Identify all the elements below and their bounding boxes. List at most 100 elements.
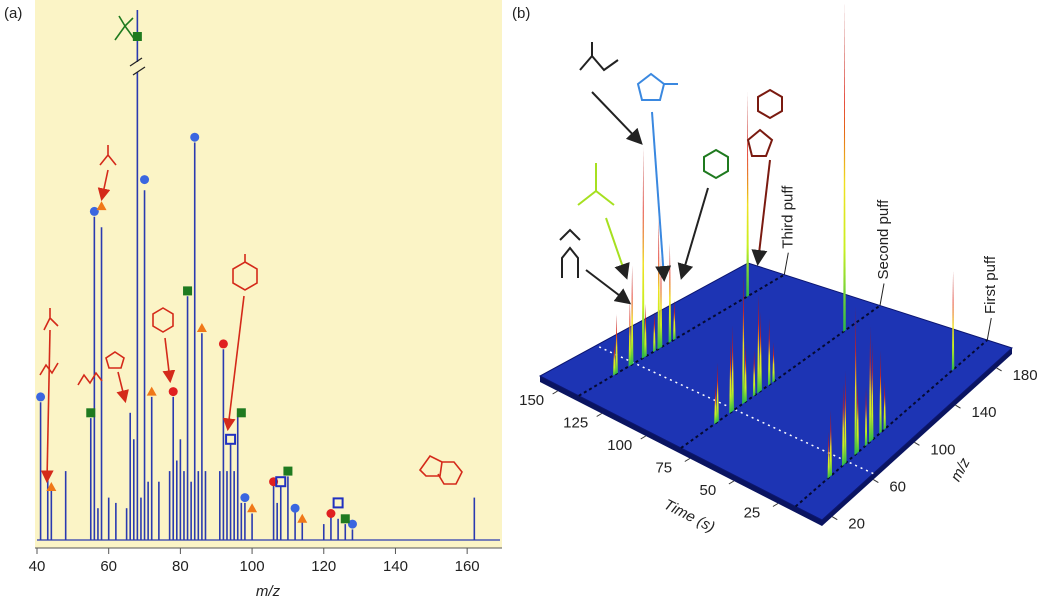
spike: [672, 299, 676, 341]
marker: [168, 387, 178, 397]
puff-leader: [783, 252, 789, 275]
x-axis-label: m/z: [947, 455, 974, 485]
structure: [418, 454, 463, 485]
marker: [218, 339, 228, 349]
spike: [868, 326, 872, 443]
y-tick: [640, 435, 647, 440]
marker: [326, 509, 336, 518]
panel-b: (b) 25 50 75 100 125 150 20 60 100 140 180 Time (s) m…: [512, 0, 1038, 536]
marker: [132, 32, 142, 41]
y-tick-label: 150: [519, 392, 544, 409]
marker: [46, 482, 57, 491]
marker: [140, 175, 150, 185]
panel-label: (a): [4, 5, 22, 22]
spike: [841, 382, 845, 467]
arrow: [677, 187, 709, 280]
x-tick-label: 80: [172, 558, 189, 575]
structure: [579, 42, 619, 72]
y-axis-label: Time (s): [661, 496, 718, 536]
spike: [644, 303, 647, 358]
spike: [716, 362, 719, 423]
x-tick-label: 60: [100, 558, 117, 575]
marker: [196, 323, 207, 332]
x-tick: [914, 441, 920, 446]
x-tick: [873, 479, 879, 483]
x-axis-label: m/z: [256, 583, 281, 600]
x-tick: [996, 367, 1002, 372]
marker: [347, 519, 357, 529]
y-tick: [552, 390, 558, 395]
spike: [951, 270, 955, 371]
spike: [612, 341, 616, 376]
x-tick-label: 120: [311, 558, 336, 575]
y-tick: [596, 413, 602, 417]
structure: [114, 15, 136, 41]
spike: [729, 339, 732, 414]
marker: [240, 493, 250, 503]
structure: [232, 261, 258, 291]
spike: [864, 385, 868, 447]
spike: [879, 350, 882, 434]
marker: [275, 476, 287, 488]
marker: [86, 408, 96, 418]
puff-line: [578, 273, 785, 397]
panel-label: (b): [512, 5, 530, 22]
plane-side: [822, 348, 1012, 526]
plane: [538, 262, 1013, 521]
spike: [856, 379, 859, 454]
spike: [641, 146, 645, 359]
arrow: [651, 111, 672, 282]
marker: [183, 286, 193, 296]
marker: [190, 132, 200, 142]
spike: [746, 91, 749, 298]
break-mark: [129, 57, 143, 67]
structure: [559, 228, 581, 278]
marker: [236, 408, 246, 418]
marker: [225, 433, 237, 445]
spike: [843, 0, 846, 332]
puff-leader: [879, 283, 885, 306]
marker: [146, 386, 157, 396]
y-tick-label: 25: [744, 504, 761, 521]
puff-label: Second puff: [875, 199, 892, 280]
arrow: [605, 217, 630, 280]
x-tick-label: 140: [972, 404, 997, 421]
spike: [615, 314, 618, 375]
marker: [89, 206, 99, 216]
marker: [290, 503, 300, 513]
marker: [332, 497, 344, 509]
spike: [628, 299, 632, 367]
spike: [659, 254, 663, 349]
puff-leader: [986, 317, 992, 341]
spike: [759, 311, 762, 392]
structure: [577, 163, 615, 206]
x-tick-label: 100: [240, 558, 265, 575]
structure: [105, 351, 125, 369]
x-tick-label: 140: [383, 558, 408, 575]
spike: [767, 318, 771, 386]
y-tick: [684, 458, 691, 462]
structure: [77, 371, 103, 386]
arrow: [751, 159, 771, 266]
spike: [772, 342, 775, 383]
marker: [36, 392, 46, 402]
structures-a: [39, 15, 463, 485]
spike: [652, 311, 656, 353]
x-tick: [832, 516, 838, 521]
spike: [742, 271, 745, 405]
arrow: [222, 295, 245, 432]
structure: [152, 307, 174, 333]
structure: [43, 308, 59, 331]
spike: [870, 340, 874, 441]
marker: [340, 514, 350, 524]
spike: [714, 383, 717, 425]
arrow: [116, 371, 129, 404]
y-tick-label: 75: [655, 459, 672, 476]
puff-label: Third puff: [779, 185, 796, 249]
y-tick-label: 125: [563, 414, 588, 431]
y-tick-label: 50: [700, 482, 717, 499]
spike: [827, 431, 830, 479]
structures-b: [559, 42, 783, 305]
marker: [96, 201, 107, 211]
break-mark: [132, 66, 146, 76]
